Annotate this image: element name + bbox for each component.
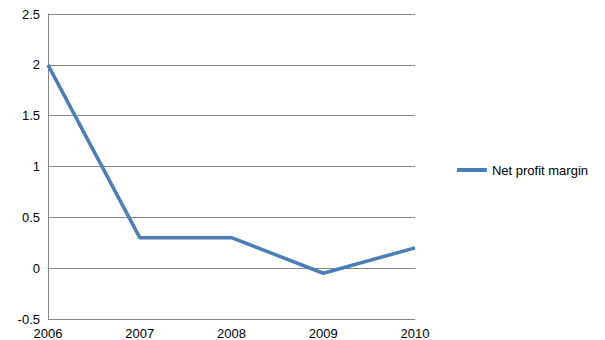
svg-text:2006: 2006 [34,326,63,340]
svg-text:2: 2 [33,57,40,72]
svg-text:1.5: 1.5 [22,108,40,123]
svg-text:2009: 2009 [309,326,338,340]
svg-text:1: 1 [33,159,40,174]
svg-text:0: 0 [33,261,40,276]
svg-text:2008: 2008 [217,326,246,340]
svg-text:2010: 2010 [401,326,430,340]
svg-text:Net profit margin: Net profit margin [492,163,588,178]
svg-text:2007: 2007 [125,326,154,340]
svg-text:0.5: 0.5 [22,210,40,225]
svg-text:-0.5: -0.5 [18,312,40,327]
svg-text:2.5: 2.5 [22,7,40,22]
